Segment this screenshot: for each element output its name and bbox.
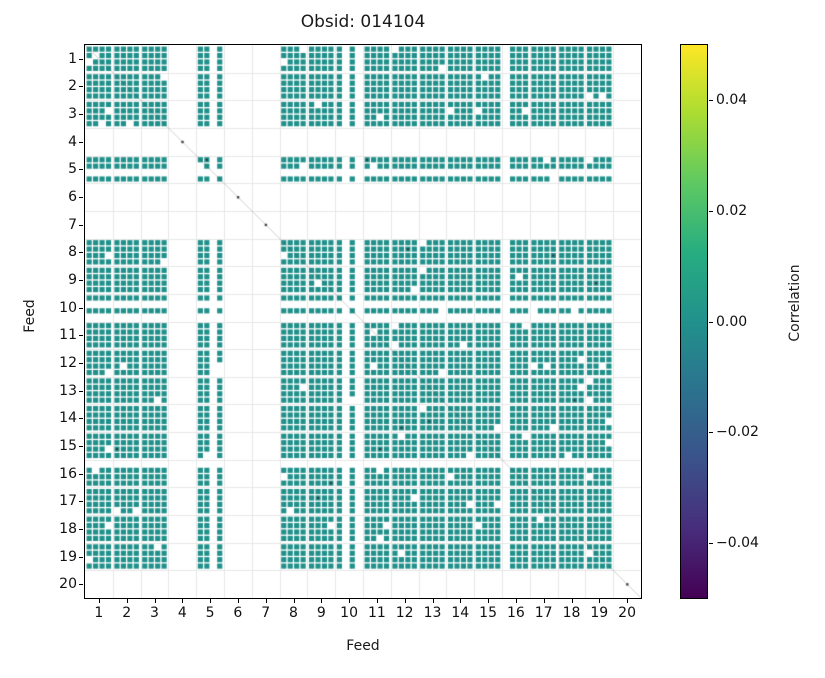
y-tick-label: 15: [59, 437, 77, 454]
x-tick-mark: [488, 599, 490, 603]
colorbar-tick-label: 0.04: [716, 92, 748, 109]
x-tick-mark: [599, 599, 601, 603]
x-tick-label: 1: [94, 605, 104, 621]
colorbar-tick-label: 0.02: [716, 202, 748, 219]
y-tick-mark: [79, 252, 83, 254]
x-tick-label: 14: [451, 605, 470, 621]
colorbar-label: Correlation: [787, 264, 803, 342]
x-tick-mark: [627, 599, 629, 603]
y-tick-label: 9: [68, 272, 77, 289]
colorbar-tick-label: −0.04: [716, 534, 759, 551]
y-tick-mark: [79, 445, 83, 447]
y-tick-label: 4: [68, 133, 77, 150]
x-tick-label: 15: [479, 605, 497, 621]
y-tick-mark: [79, 335, 83, 337]
y-tick-mark: [79, 197, 83, 199]
y-tick-label: 13: [59, 382, 77, 399]
y-tick-label: 20: [59, 576, 77, 593]
colorbar-tick-mark: [709, 432, 713, 434]
x-tick-mark: [210, 599, 212, 603]
x-tick-label: 18: [562, 605, 581, 621]
y-tick-label: 19: [59, 548, 77, 565]
colorbar-tick-mark: [709, 100, 713, 102]
y-tick-mark: [79, 307, 83, 309]
x-tick-mark: [543, 599, 545, 603]
x-tick-label: 9: [316, 605, 326, 621]
colorbar-tick-label: −0.02: [716, 424, 759, 441]
y-tick-mark: [79, 58, 83, 60]
x-tick-label: 8: [289, 605, 298, 621]
x-tick-label: 6: [233, 605, 243, 621]
x-tick-mark: [126, 599, 128, 603]
x-tick-mark: [237, 599, 239, 603]
x-tick-mark: [460, 599, 462, 603]
y-tick-label: 8: [68, 244, 77, 261]
y-tick-label: 11: [59, 327, 77, 344]
y-tick-label: 17: [59, 493, 77, 510]
y-tick-mark: [79, 556, 83, 558]
chart-title: Obsid: 014104: [300, 12, 426, 32]
y-tick-label: 16: [59, 465, 77, 482]
x-tick-label: 20: [618, 605, 636, 621]
x-tick-label: 16: [506, 605, 525, 621]
y-tick-label: 5: [68, 161, 77, 178]
y-tick-label: 7: [68, 216, 77, 233]
x-tick-mark: [432, 599, 434, 603]
y-tick-label: 6: [68, 189, 77, 206]
y-tick-mark: [79, 86, 83, 88]
x-tick-label: 11: [367, 605, 386, 621]
x-tick-label: 2: [122, 605, 132, 621]
x-tick-mark: [571, 599, 573, 603]
x-tick-label: 7: [261, 605, 271, 621]
y-tick-label: 10: [59, 299, 77, 316]
y-tick-label: 12: [59, 354, 77, 371]
y-tick-mark: [79, 584, 83, 586]
x-tick-mark: [293, 599, 295, 603]
heatmap-canvas: [84, 44, 642, 599]
y-tick-label: 3: [68, 106, 77, 123]
x-tick-mark: [265, 599, 267, 603]
y-tick-mark: [79, 362, 83, 364]
colorbar-tick-mark: [709, 542, 713, 544]
y-tick-mark: [79, 501, 83, 503]
y-tick-mark: [79, 169, 83, 171]
x-tick-label: 5: [205, 605, 215, 621]
x-tick-mark: [349, 599, 351, 603]
y-tick-mark: [79, 114, 83, 116]
x-tick-label: 4: [177, 605, 187, 621]
x-tick-label: 10: [340, 605, 358, 621]
y-tick-mark: [79, 418, 83, 420]
y-tick-mark: [79, 528, 83, 530]
colorbar-gradient: [680, 44, 708, 599]
y-tick-mark: [79, 390, 83, 392]
y-tick-mark: [79, 141, 83, 143]
y-tick-label: 14: [59, 410, 77, 427]
x-axis-label: Feed: [346, 638, 380, 654]
colorbar-tick-mark: [709, 210, 713, 212]
x-tick-label: 12: [395, 605, 414, 621]
x-tick-mark: [404, 599, 406, 603]
x-tick-label: 3: [150, 605, 159, 621]
x-tick-mark: [154, 599, 156, 603]
x-tick-mark: [182, 599, 184, 603]
y-tick-mark: [79, 473, 83, 475]
x-tick-mark: [321, 599, 323, 603]
x-tick-label: 17: [534, 605, 553, 621]
x-tick-mark: [515, 599, 517, 603]
x-tick-label: 19: [590, 605, 609, 621]
y-tick-label: 2: [68, 78, 77, 95]
y-tick-mark: [79, 280, 83, 282]
x-tick-label: 13: [423, 605, 442, 621]
colorbar-tick-mark: [709, 321, 713, 323]
y-tick-label: 18: [59, 520, 77, 537]
x-tick-mark: [98, 599, 100, 603]
y-axis-label: Feed: [22, 299, 38, 333]
y-tick-label: 1: [68, 50, 77, 67]
colorbar-tick-label: 0.00: [716, 313, 748, 330]
y-tick-mark: [79, 224, 83, 226]
x-tick-mark: [376, 599, 378, 603]
